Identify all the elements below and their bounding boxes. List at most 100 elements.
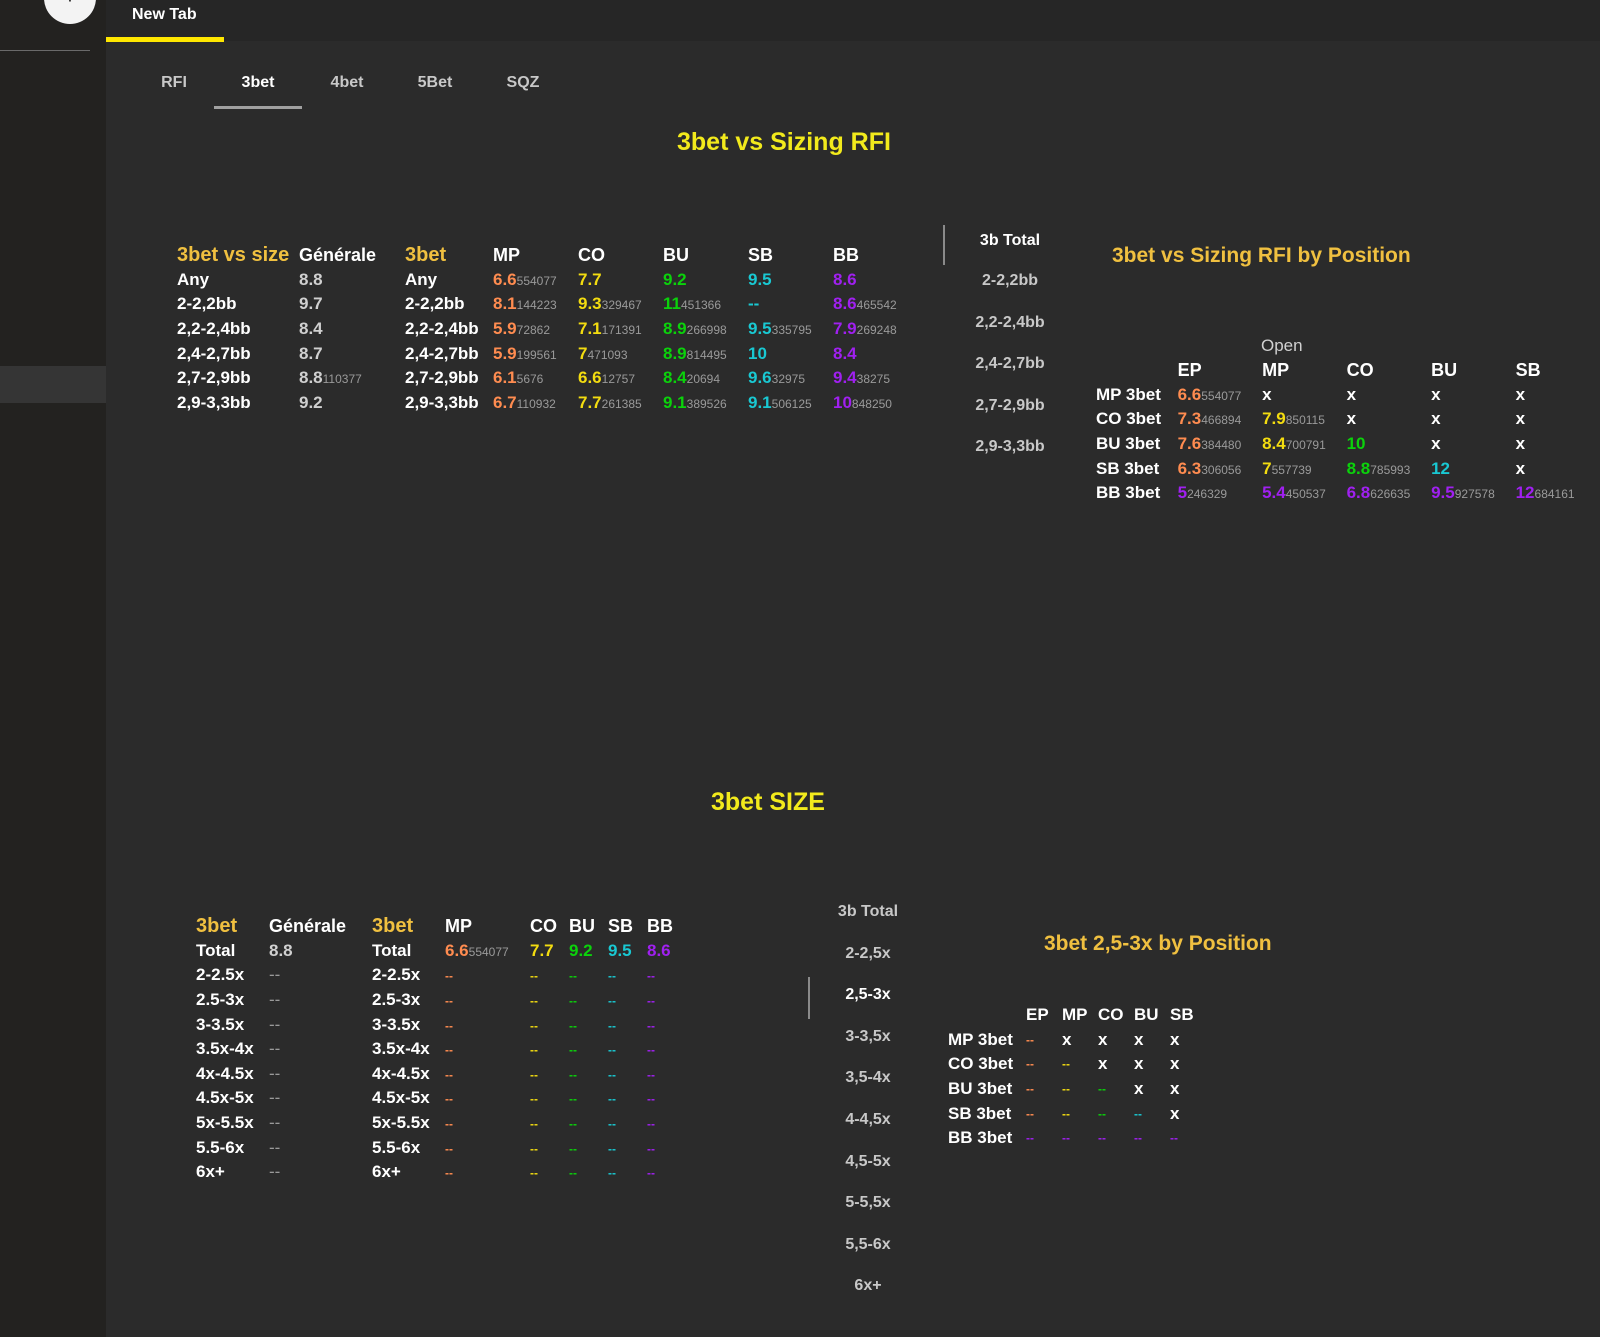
row-label: BB 3bet <box>1096 483 1161 503</box>
cell-sample-size: 700791 <box>1285 438 1326 453</box>
table-row: CO 3bet -- -- x x x <box>948 1052 1206 1077</box>
position-cell: x <box>1134 1054 1144 1074</box>
size-filter-tab[interactable]: 2,9-3,3bb <box>975 438 1045 455</box>
position-cell: x <box>1170 1103 1180 1123</box>
size-filter-tab[interactable]: 2-2,2bb <box>981 272 1038 289</box>
cell-value: -- <box>569 1117 577 1132</box>
cell-sample-size: 38275 <box>856 372 891 387</box>
open-cell: 5.9199561 <box>493 341 578 366</box>
row-label: 2-2.5x <box>196 965 245 985</box>
size-filter-tab[interactable]: 3b Total <box>979 232 1041 249</box>
column-header: BU <box>1134 1005 1159 1025</box>
row-label: MP 3bet <box>948 1029 1013 1049</box>
cell-value: 8.9 <box>663 343 687 363</box>
open-cell: -- <box>530 1111 569 1136</box>
cell-value: 12 <box>1431 458 1451 478</box>
cell-value: 8.9 <box>663 319 687 339</box>
size-filter-tab[interactable]: 2,7-2,9bb <box>975 396 1045 414</box>
cell-value: 9.4 <box>833 368 857 388</box>
size-filter-tab[interactable]: 5,5-6x <box>845 1235 891 1253</box>
by-position-title: 3bet vs Sizing RFI by Position <box>1112 244 1411 267</box>
sidebar-divider <box>0 50 90 51</box>
cell-value: -- <box>647 1117 655 1132</box>
row-label: 2,9-3,3bb <box>405 392 479 412</box>
column-header: MP <box>1062 1005 1088 1025</box>
open-cell: -- <box>569 1086 608 1111</box>
cell-sample-size: 557739 <box>1271 462 1312 477</box>
cell-value: -- <box>269 990 281 1010</box>
table-row: 5x-5.5x -- <box>196 1111 372 1136</box>
size-filter-tab[interactable]: 2,2-2,4bb <box>975 313 1045 331</box>
size-filter-tab[interactable]: 5-5,5x <box>845 1194 891 1212</box>
table-row: MP 3bet 6.6554077 x x x x <box>1096 383 1600 408</box>
cell-sample-size: 848250 <box>851 396 892 411</box>
general-cell: 8.8 <box>299 268 404 293</box>
size-filter-tab[interactable]: 4,5-5x <box>845 1152 891 1170</box>
position-cell: 8.8785993 <box>1347 456 1432 481</box>
open-cell: -- <box>647 1160 687 1185</box>
size-filter-tab[interactable]: 3-3,5x <box>845 1027 891 1045</box>
browser-tab-new-tab[interactable]: New Tab <box>106 0 224 42</box>
sidebar-selected-item[interactable] <box>0 366 106 403</box>
cell-value: 6.7 <box>493 392 517 412</box>
open-cell: -- <box>445 988 530 1013</box>
table-row: 2,2-2,4bb 8.4 <box>177 317 404 342</box>
table-row: 6x+ -- -- -- -- -- <box>372 1160 687 1185</box>
position-cell: 10 <box>1347 432 1432 457</box>
size-filter-tab[interactable]: 2,5-3x <box>845 986 891 1004</box>
open-cell: -- <box>647 1111 687 1136</box>
table-row: 4x-4.5x -- -- -- -- -- <box>372 1062 687 1087</box>
row-label: 3-3.5x <box>196 1014 245 1034</box>
tab-4bet[interactable]: 4bet <box>330 74 364 91</box>
tab-rfi[interactable]: RFI <box>161 74 187 91</box>
row-label: MP 3bet <box>1096 384 1161 404</box>
column-header: SB <box>748 244 774 265</box>
column-header: 3bet <box>405 243 447 266</box>
table-row: 3.5x-4x -- <box>196 1037 372 1062</box>
column-header: 3bet <box>372 914 414 937</box>
cell-value: 9.2 <box>299 392 323 412</box>
open-cell: -- <box>647 963 687 988</box>
row-label: 4.5x-5x <box>196 1088 254 1108</box>
tab-5bet[interactable]: 5Bet <box>417 74 453 91</box>
cell-value: -- <box>269 1137 281 1157</box>
size-filter-tab[interactable]: 2,4-2,7bb <box>975 355 1045 372</box>
size-filter-tab[interactable]: 3,5-4x <box>845 1069 891 1087</box>
size-filter-tab[interactable]: 3b Total <box>837 903 899 920</box>
row-label: 4x-4.5x <box>196 1063 254 1083</box>
row-label: Total <box>196 940 236 960</box>
general-cell: 8.8110377 <box>299 366 404 391</box>
open-cell: 7.9269248 <box>833 317 923 342</box>
size-filter-tab[interactable]: 6x+ <box>854 1277 882 1295</box>
row-label: 2-2,2bb <box>177 294 237 314</box>
cell-value: -- <box>569 994 577 1009</box>
cell-sample-size: 466894 <box>1201 413 1242 428</box>
cell-value: 8.8 <box>1346 458 1371 478</box>
table-3bet-vs-size-general: 3bet vs size Générale Any 8.8 2-2,2bb 9.7 2,2-… <box>177 243 404 415</box>
cell-value: -- <box>530 1018 538 1033</box>
tab-sqz[interactable]: SQZ <box>506 74 540 91</box>
cell-sample-size: 389526 <box>686 396 727 411</box>
size-filter-tab[interactable]: 2-2,5x <box>845 944 891 962</box>
cell-value: -- <box>445 1117 453 1132</box>
cell-value: x <box>1515 434 1526 454</box>
open-cell: 8.420694 <box>663 366 748 391</box>
open-cell: 6.612757 <box>578 366 663 391</box>
cell-sample-size: 171391 <box>601 323 642 338</box>
open-cell: -- <box>445 1160 530 1185</box>
cell-value: -- <box>445 969 453 984</box>
cell-sample-size: 684161 <box>1534 487 1575 502</box>
vertical-tab-indicator <box>943 225 945 265</box>
cell-value: 9.2 <box>663 269 687 289</box>
cell-value: -- <box>445 1141 453 1156</box>
tab-3bet[interactable]: 3bet <box>214 74 302 109</box>
cell-value: x <box>1515 458 1526 478</box>
size-filter-tab[interactable]: 4-4,5x <box>845 1111 891 1128</box>
cell-value: 7 <box>1262 458 1272 478</box>
cell-value: 7.7 <box>578 392 602 412</box>
table-row: 2,2-2,4bb 5.972862 7.1171391 8.9266998 9.533… <box>405 317 923 342</box>
row-label: 2,2-2,4bb <box>177 319 251 339</box>
cell-value: 8.8 <box>299 269 323 289</box>
position-cell: 7.3466894 <box>1178 407 1263 432</box>
cell-value: -- <box>269 1063 281 1083</box>
